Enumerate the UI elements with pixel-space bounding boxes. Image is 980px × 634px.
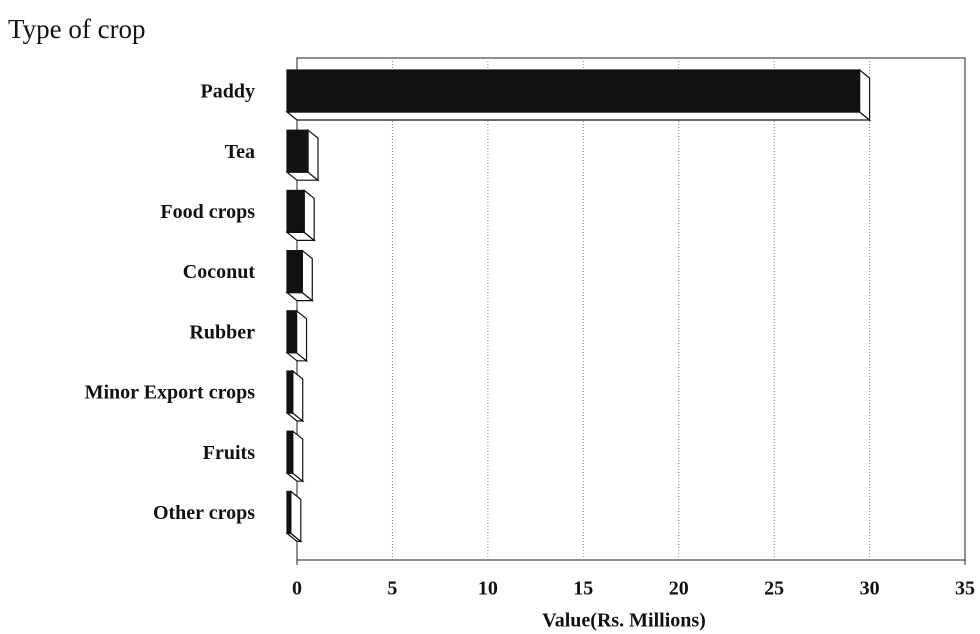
x-tick-label: 20	[669, 578, 689, 600]
x-tick-label: 25	[764, 578, 784, 600]
bar-side	[295, 309, 308, 363]
bar-side	[301, 249, 313, 302]
y-tick-label: Minor Export crops	[85, 382, 256, 404]
bar-bottom	[285, 111, 872, 121]
x-tick-label: 30	[860, 578, 880, 600]
bar-side	[858, 68, 871, 122]
bar	[286, 129, 309, 173]
x-tick-label: 10	[478, 578, 498, 600]
plot-frame	[296, 57, 966, 561]
x-axis-title: Value(Rs. Millions)	[542, 610, 706, 632]
x-tick-label: 35	[955, 578, 975, 600]
x-tick-label: 15	[573, 578, 593, 600]
y-tick-label: Paddy	[201, 81, 255, 103]
bar	[286, 430, 294, 474]
y-tick-label: Rubber	[189, 321, 255, 343]
bar	[286, 69, 861, 113]
bar	[286, 189, 305, 233]
y-tick-label: Coconut	[183, 261, 256, 283]
bar-side	[290, 490, 302, 543]
y-tick-label: Tea	[225, 141, 255, 163]
bar	[286, 370, 294, 414]
y-tick-label: Other crops	[153, 502, 255, 524]
bar-side	[292, 369, 304, 423]
bar-side	[303, 189, 315, 242]
x-tick-label: 0	[292, 578, 302, 600]
y-tick-label: Food crops	[160, 201, 255, 223]
y-tick-label: Fruits	[203, 442, 255, 464]
bar	[286, 490, 292, 534]
x-tick-label: 5	[387, 578, 397, 600]
bar	[286, 250, 303, 294]
bar-side	[292, 429, 304, 483]
chart-title: Type of crop	[8, 14, 146, 44]
bar-side	[307, 128, 319, 182]
bar	[286, 310, 298, 354]
